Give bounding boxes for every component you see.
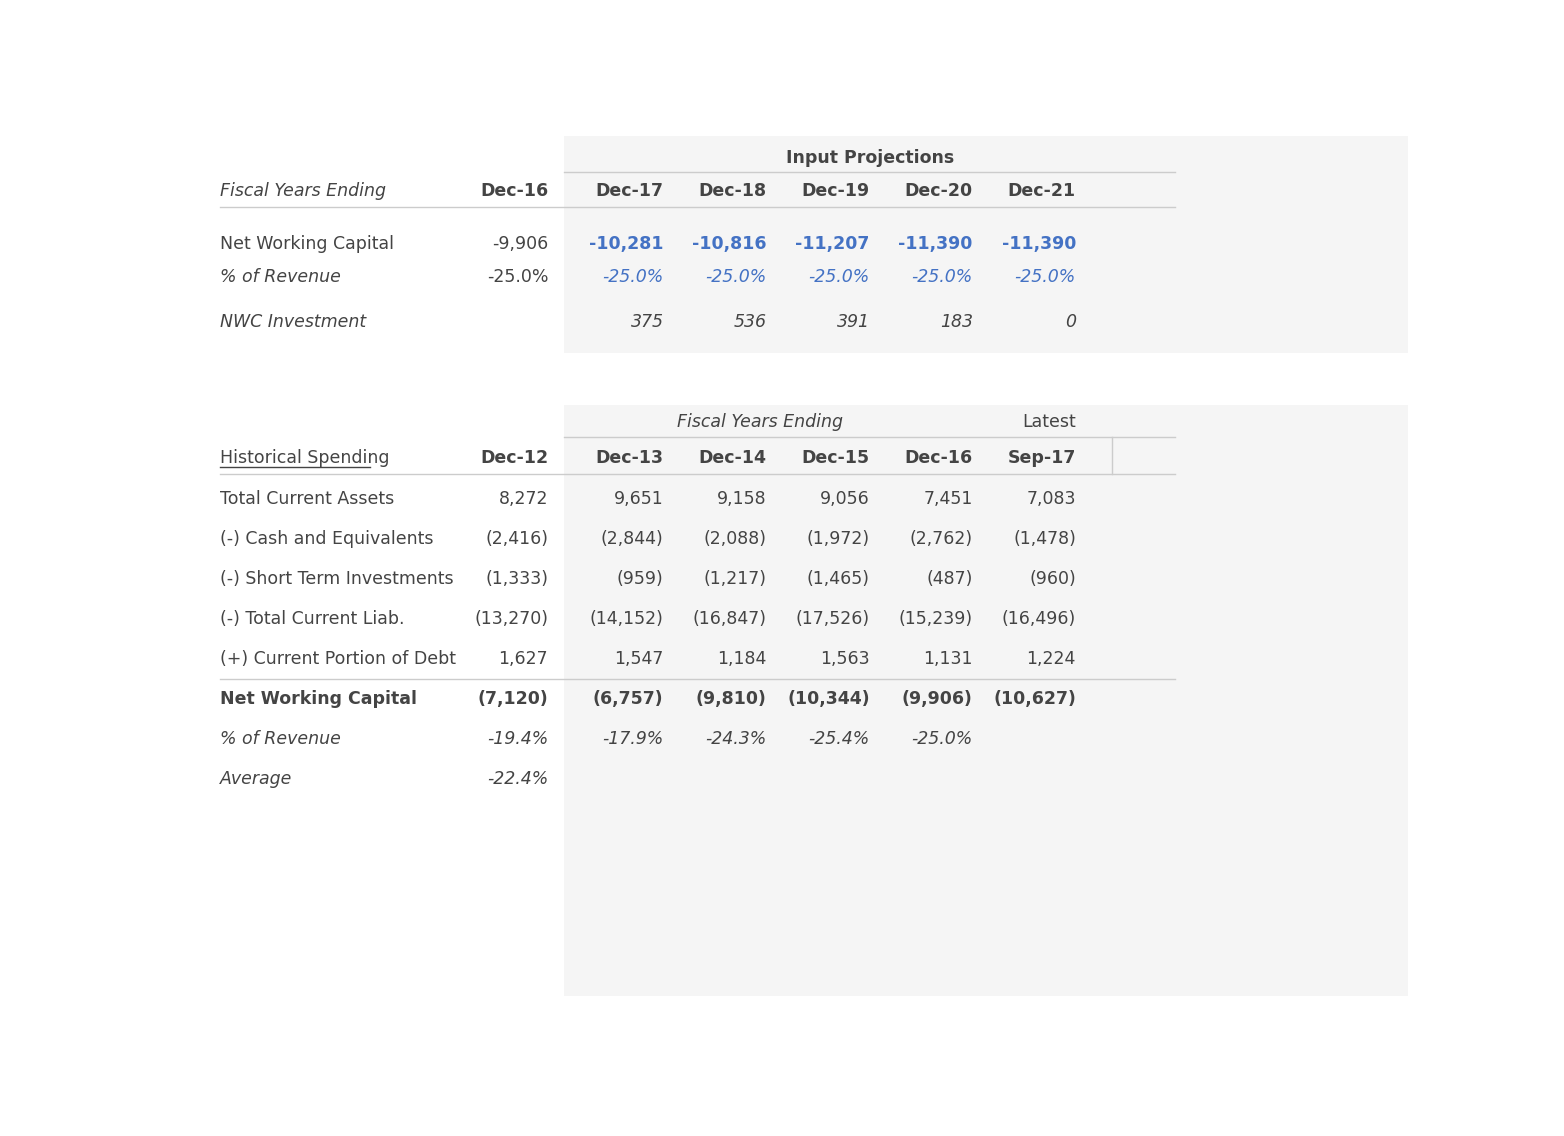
Text: (16,847): (16,847) xyxy=(693,610,766,628)
Text: Latest: Latest xyxy=(1023,414,1076,431)
Text: % of Revenue: % of Revenue xyxy=(221,268,341,286)
Text: -11,390: -11,390 xyxy=(1001,235,1076,253)
Text: -22.4%: -22.4% xyxy=(486,770,547,788)
Text: Total Current Assets: Total Current Assets xyxy=(221,490,394,508)
Text: Net Working Capital: Net Working Capital xyxy=(221,235,394,253)
Bar xyxy=(565,135,1408,352)
Text: Dec-21: Dec-21 xyxy=(1007,182,1076,200)
Text: (1,465): (1,465) xyxy=(807,570,870,588)
Text: -25.0%: -25.0% xyxy=(912,730,973,749)
Text: Dec-14: Dec-14 xyxy=(699,449,766,467)
Text: 183: 183 xyxy=(940,312,973,331)
Text: Net Working Capital: Net Working Capital xyxy=(221,691,418,708)
Text: (-) Total Current Liab.: (-) Total Current Liab. xyxy=(221,610,405,628)
Text: Sep-17: Sep-17 xyxy=(1007,449,1076,467)
Text: 375: 375 xyxy=(630,312,663,331)
Text: (2,088): (2,088) xyxy=(704,531,766,548)
Text: NWC Investment: NWC Investment xyxy=(221,312,366,331)
Text: 536: 536 xyxy=(734,312,766,331)
Text: (1,333): (1,333) xyxy=(485,570,547,588)
Text: Dec-16: Dec-16 xyxy=(904,449,973,467)
Text: 1,224: 1,224 xyxy=(1026,650,1076,668)
Text: (14,152): (14,152) xyxy=(590,610,663,628)
Text: Dec-17: Dec-17 xyxy=(596,182,663,200)
Text: 9,056: 9,056 xyxy=(820,490,870,508)
Text: 7,451: 7,451 xyxy=(923,490,973,508)
Text: 9,158: 9,158 xyxy=(716,490,766,508)
Text: (-) Cash and Equivalents: (-) Cash and Equivalents xyxy=(221,531,433,548)
Text: (2,844): (2,844) xyxy=(601,531,663,548)
Text: Input Projections: Input Projections xyxy=(785,149,954,167)
Text: -25.0%: -25.0% xyxy=(602,268,663,286)
Text: Dec-13: Dec-13 xyxy=(596,449,663,467)
Text: 1,627: 1,627 xyxy=(499,650,547,668)
Text: 8,272: 8,272 xyxy=(499,490,547,508)
Text: (+) Current Portion of Debt: (+) Current Portion of Debt xyxy=(221,650,457,668)
Text: (1,478): (1,478) xyxy=(1013,531,1076,548)
Text: 1,184: 1,184 xyxy=(718,650,766,668)
Text: 1,563: 1,563 xyxy=(820,650,870,668)
Text: (960): (960) xyxy=(1029,570,1076,588)
Text: -9,906: -9,906 xyxy=(491,235,547,253)
Text: Dec-20: Dec-20 xyxy=(904,182,973,200)
Text: Average: Average xyxy=(221,770,292,788)
Text: Dec-16: Dec-16 xyxy=(480,182,547,200)
Text: 1,547: 1,547 xyxy=(615,650,663,668)
Text: (2,762): (2,762) xyxy=(910,531,973,548)
Text: 1,131: 1,131 xyxy=(923,650,973,668)
Text: Dec-19: Dec-19 xyxy=(802,182,870,200)
Text: -10,816: -10,816 xyxy=(693,235,766,253)
Text: (9,906): (9,906) xyxy=(902,691,973,708)
Text: (13,270): (13,270) xyxy=(474,610,547,628)
Text: (2,416): (2,416) xyxy=(485,531,547,548)
Text: 391: 391 xyxy=(837,312,870,331)
Text: (10,344): (10,344) xyxy=(787,691,870,708)
Text: -25.0%: -25.0% xyxy=(912,268,973,286)
Text: (15,239): (15,239) xyxy=(899,610,973,628)
Text: (959): (959) xyxy=(616,570,663,588)
Text: -25.0%: -25.0% xyxy=(486,268,547,286)
Bar xyxy=(565,406,1408,995)
Text: 7,083: 7,083 xyxy=(1026,490,1076,508)
Text: -11,207: -11,207 xyxy=(796,235,870,253)
Text: Fiscal Years Ending: Fiscal Years Ending xyxy=(221,182,386,200)
Text: -19.4%: -19.4% xyxy=(486,730,547,749)
Text: Dec-18: Dec-18 xyxy=(699,182,766,200)
Text: -11,390: -11,390 xyxy=(898,235,973,253)
Text: -25.4%: -25.4% xyxy=(809,730,870,749)
Text: -25.0%: -25.0% xyxy=(705,268,766,286)
Text: % of Revenue: % of Revenue xyxy=(221,730,341,749)
Text: (-) Short Term Investments: (-) Short Term Investments xyxy=(221,570,454,588)
Text: -24.3%: -24.3% xyxy=(705,730,766,749)
Text: (17,526): (17,526) xyxy=(796,610,870,628)
Text: Dec-12: Dec-12 xyxy=(480,449,547,467)
Text: -25.0%: -25.0% xyxy=(1015,268,1076,286)
Text: (16,496): (16,496) xyxy=(1001,610,1076,628)
Text: (7,120): (7,120) xyxy=(477,691,547,708)
Text: -10,281: -10,281 xyxy=(590,235,663,253)
Text: Historical Spending: Historical Spending xyxy=(221,449,389,467)
Text: (6,757): (6,757) xyxy=(593,691,663,708)
Text: 9,651: 9,651 xyxy=(613,490,663,508)
Text: -25.0%: -25.0% xyxy=(809,268,870,286)
Text: (487): (487) xyxy=(926,570,973,588)
Text: (1,972): (1,972) xyxy=(807,531,870,548)
Text: (9,810): (9,810) xyxy=(696,691,766,708)
Text: 0: 0 xyxy=(1065,312,1076,331)
Text: -17.9%: -17.9% xyxy=(602,730,663,749)
Text: Dec-15: Dec-15 xyxy=(802,449,870,467)
Text: Fiscal Years Ending: Fiscal Years Ending xyxy=(677,414,843,431)
Text: (10,627): (10,627) xyxy=(993,691,1076,708)
Text: (1,217): (1,217) xyxy=(704,570,766,588)
